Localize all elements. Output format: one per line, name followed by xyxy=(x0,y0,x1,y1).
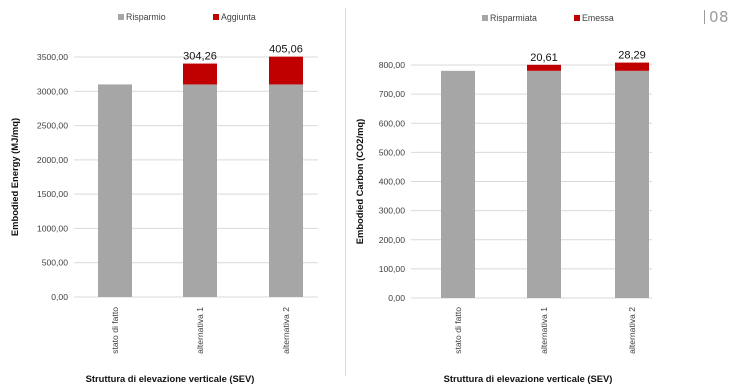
x-tick-label: stato di fatto xyxy=(110,307,120,354)
legend-swatch-1 xyxy=(574,15,580,21)
y-tick-label: 0,00 xyxy=(388,293,405,303)
y-tick-label: 2500,00 xyxy=(37,121,68,131)
bar-risparmio-1 xyxy=(183,84,217,297)
x-tick-label: alternativa 2 xyxy=(281,307,291,354)
legend-swatch-1 xyxy=(213,14,219,20)
y-tick-label: 2000,00 xyxy=(37,155,68,165)
legend-swatch-0 xyxy=(482,15,488,21)
page-number: 08 xyxy=(704,8,729,26)
bar-risparmiata-1 xyxy=(527,70,561,298)
y-tick-label: 0,00 xyxy=(51,292,68,302)
y-tick-label: 600,00 xyxy=(379,118,406,128)
y-tick-label: 300,00 xyxy=(379,206,406,216)
y-axis-title: Embodied Carbon (CO2/mq) xyxy=(354,119,365,245)
x-axis-title: Struttura di elevazione verticale (SEV) xyxy=(444,373,613,384)
y-tick-label: 400,00 xyxy=(379,177,406,187)
page-number-text: 08 xyxy=(709,8,730,26)
legend-label-0: Risparmio xyxy=(126,12,166,22)
data-label: 28,29 xyxy=(618,50,646,62)
data-label: 20,61 xyxy=(530,52,558,64)
legend-label-1: Aggiunta xyxy=(221,12,256,22)
bar-aggiunta-2 xyxy=(269,56,303,85)
y-tick-label: 500,00 xyxy=(42,258,69,268)
embodied-carbon-chart: Risparmiata Emessa 0,00 100,00 200,00 300,00 4… xyxy=(354,13,652,384)
legend-label-0: Risparmiata xyxy=(490,13,537,23)
bar-emessa-2 xyxy=(615,62,649,71)
y-tick-label: 500,00 xyxy=(379,147,406,157)
x-tick-label: alternativa 1 xyxy=(195,307,205,354)
y-axis-title: Embodied Energy (MJ/mq) xyxy=(9,118,20,236)
x-tick-label: alternativa 1 xyxy=(539,307,549,354)
y-tick-label: 1000,00 xyxy=(37,223,68,233)
bar-aggiunta-1 xyxy=(183,63,217,85)
y-tick-label: 3500,00 xyxy=(37,52,68,62)
bar-risparmiata-2 xyxy=(615,70,649,298)
bar-emessa-1 xyxy=(527,64,561,71)
page-number-divider xyxy=(704,10,705,24)
legend-swatch-0 xyxy=(118,14,124,20)
x-axis-title: Struttura di elevazione verticale (SEV) xyxy=(86,373,255,384)
panel-divider xyxy=(345,8,346,376)
y-tick-label: 3000,00 xyxy=(37,86,68,96)
x-tick-label: stato di fatto xyxy=(453,307,463,354)
bar-risparmiata-0 xyxy=(441,70,475,298)
y-tick-label: 700,00 xyxy=(379,89,406,99)
y-tick-label: 200,00 xyxy=(379,235,406,245)
embodied-energy-chart: Risparmio Aggiunta 0,00 500,00 1000,00 1500,0… xyxy=(9,12,318,384)
y-tick-label: 1500,00 xyxy=(37,189,68,199)
bar-risparmio-2 xyxy=(269,84,303,297)
x-tick-label: alternativa 2 xyxy=(627,307,637,354)
y-tick-label: 100,00 xyxy=(379,264,406,274)
legend-label-1: Emessa xyxy=(582,13,614,23)
bar-risparmio-0 xyxy=(98,84,132,297)
data-label: 304,26 xyxy=(183,51,217,63)
y-tick-label: 800,00 xyxy=(379,60,406,70)
data-label: 405,06 xyxy=(269,44,303,56)
